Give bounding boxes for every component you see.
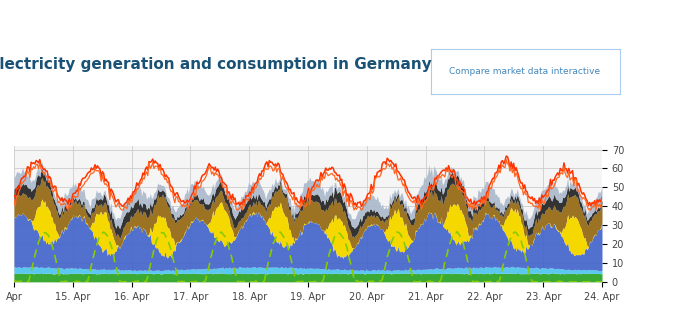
Text: Compare market data interactive: Compare market data interactive <box>449 67 601 76</box>
Text: Electricity generation and consumption in Germany: Electricity generation and consumption i… <box>0 57 431 72</box>
